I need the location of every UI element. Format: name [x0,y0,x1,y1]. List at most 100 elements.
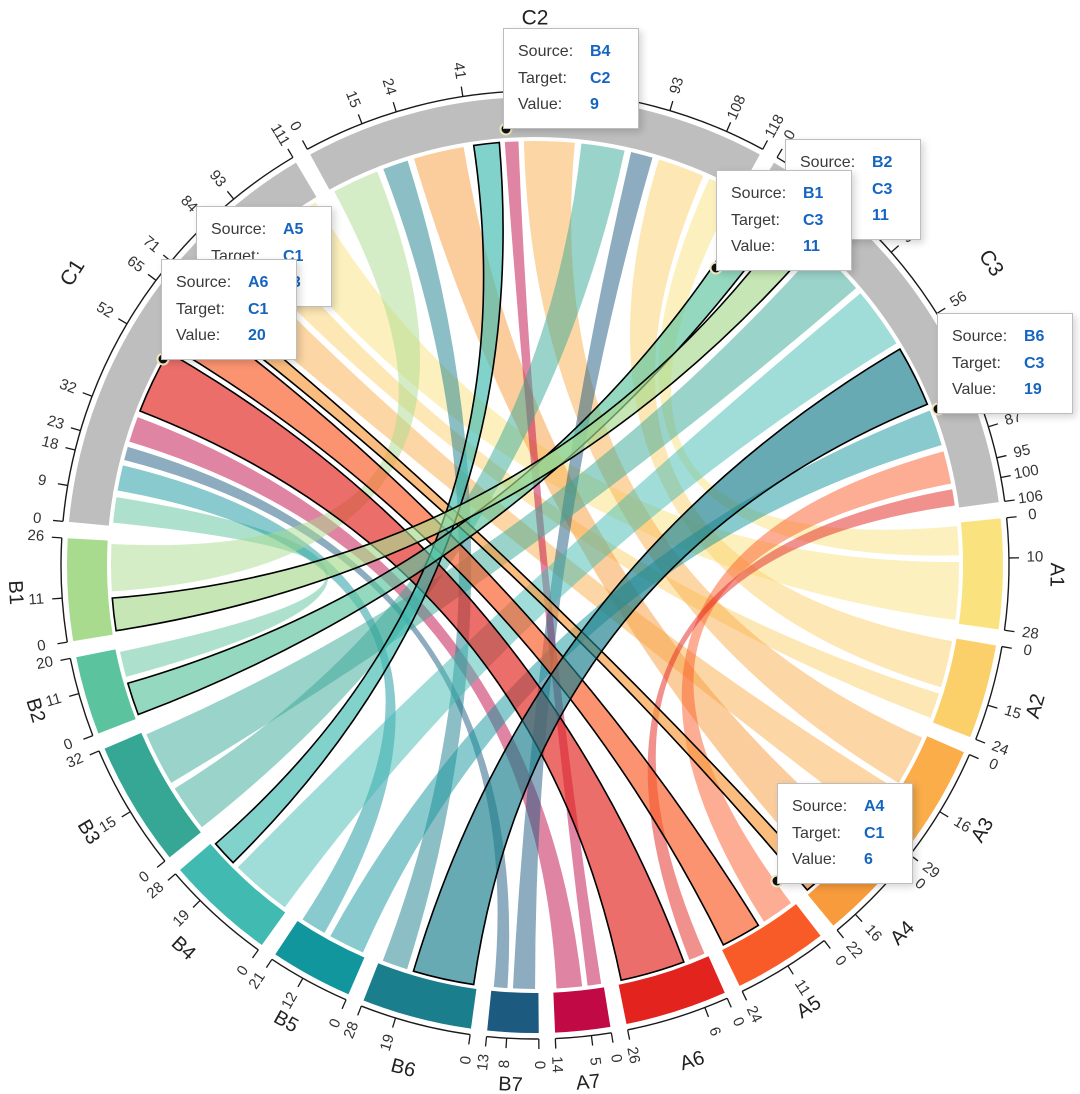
chord-ribbon-b1-c2[interactable] [111,171,421,592]
chord-ribbon-b6-c3[interactable] [412,347,929,986]
tick-label-A3-16: 16 [951,813,974,836]
tick-mark-C1-9 [57,483,68,487]
tick-mark-B4-0 [251,949,259,959]
tick-label-A4-22: 22 [842,938,866,962]
chord-ribbon-a3-c1[interactable] [211,261,896,822]
tick-mark-B1-11 [52,597,63,600]
sector-arc-B2[interactable] [76,649,136,734]
tick-label-A5-24: 24 [743,1003,766,1025]
tick-mark-A4-0 [899,867,908,875]
tick-label-B2-20: 20 [35,653,55,673]
tick-mark-A5-0 [823,940,831,949]
chord-ribbon-a6-c3[interactable] [647,489,955,960]
sector-arc-A2[interactable] [932,638,997,738]
tick-label-A2-15: 15 [1002,702,1023,723]
tick-mark-C3-87 [988,423,999,428]
sector-label-B4: B4 [167,932,200,965]
axis-line-B2 [69,658,94,736]
sector-label-B6: B6 [389,1055,418,1082]
chord-ribbon-b4-c3[interactable] [237,293,897,908]
tick-label-A5-11: 11 [791,976,814,998]
tick-mark-C1-18 [65,446,76,451]
sector-label-B5: B5 [270,1006,302,1037]
tick-mark-B2-20 [60,657,71,662]
chord-ribbon-b4-c2[interactable] [214,141,504,864]
sector-label-B1: B1 [4,580,27,606]
tick-label-B3-32: 32 [64,750,86,772]
tick-label-A1-10: 10 [1026,548,1043,565]
chord-ribbon-b5-c3[interactable] [330,410,942,953]
tick-mark-A6-26 [627,1029,631,1040]
chord-ribbon-a7-c1[interactable] [129,417,583,989]
chord-ribbon-a1-c1[interactable] [268,202,960,621]
sector-arc-C1[interactable] [68,162,317,526]
sector-arc-B7[interactable] [487,990,539,1033]
chord-ribbon-b7-c2[interactable] [512,152,653,990]
sector-arc-A7[interactable] [553,987,611,1033]
axis-line-B6 [361,1005,471,1036]
chord-ribbon-a2-c2[interactable] [629,159,953,688]
sector-arc-C2[interactable] [310,96,760,190]
tick-label-C1-0: 0 [32,510,42,528]
tick-mark-B5-21 [265,958,273,968]
tick-mark-A3-29 [909,854,919,862]
tick-mark-C3-100 [1000,475,1011,479]
tick-mark-B2-11 [68,693,79,697]
tick-label-B1-11: 11 [28,590,45,608]
chord-ribbon-a2-c1[interactable] [243,239,940,718]
tick-mark-B4-19 [192,899,201,908]
tick-label-A4-0: 0 [911,875,928,893]
tick-mark-C3-95 [996,454,1007,459]
chord-ribbon-a6-c1[interactable] [138,351,685,982]
axis-line-B3 [98,750,166,862]
tick-mark-B5-0 [341,999,347,1010]
axis-line-A2 [975,646,1003,740]
tick-label-C2-24: 24 [379,76,400,97]
tick-label-A7-5: 5 [586,1056,604,1066]
tick-label-A1-28: 28 [1021,624,1040,643]
tick-label-A6-6: 6 [705,1025,724,1039]
sector-arc-A6[interactable] [618,956,725,1024]
tick-mark-B5-12 [297,977,304,988]
sector-arc-B3[interactable] [104,732,201,858]
chord-ribbon-b3-c3[interactable] [146,249,857,783]
chord-ribbon-b3-c2[interactable] [174,143,625,828]
tick-label-C1-52: 52 [93,299,116,322]
tick-label-B6-19: 19 [377,1032,398,1053]
tick-mark-B1-26 [51,536,62,539]
sector-arc-A5[interactable] [722,904,821,986]
tick-label-C1-32: 32 [57,376,79,398]
tick-mark-C1-23 [70,427,81,432]
chord-ribbons [111,140,960,990]
tick-mark-B4-28 [167,873,176,881]
tick-label-B7-13: 13 [474,1053,493,1071]
sector-arc-B1[interactable] [67,538,113,642]
chord-ribbon-a7-c2[interactable] [504,141,602,986]
tick-label-B3-15: 15 [96,813,119,836]
tick-mark-C1-32 [82,392,93,397]
sector-arc-B6[interactable] [363,963,477,1029]
axis-line-A6 [627,997,728,1031]
tick-mark-A4-16 [854,913,863,923]
sector-arc-B5[interactable] [275,921,365,995]
tick-label-C1-65: 65 [124,252,148,276]
sector-arc-B4[interactable] [180,843,286,946]
tick-label-A5-0: 0 [831,952,850,969]
tick-label-C2-15: 15 [342,88,364,110]
tick-mark-C2-118 [762,140,769,150]
tick-label-C3-100: 100 [1012,462,1040,483]
sector-arc-A1[interactable] [958,518,1003,630]
tick-mark-C2-15 [357,114,363,124]
tick-mark-C3-56 [936,307,946,315]
tick-label-A4-16: 16 [861,921,885,945]
tick-label-B2-0: 0 [61,735,75,754]
tick-mark-B6-28 [357,1005,362,1016]
tick-label-C2-41: 41 [450,61,469,80]
tick-mark-C3-106 [1004,499,1015,503]
tick-mark-C2-0 [301,140,308,150]
tick-label-C1-84: 84 [177,192,201,216]
tick-label-C3-37: 37 [898,223,922,247]
tick-mark-C2-41 [460,86,464,97]
tick-label-C3-106: 106 [1017,487,1044,507]
